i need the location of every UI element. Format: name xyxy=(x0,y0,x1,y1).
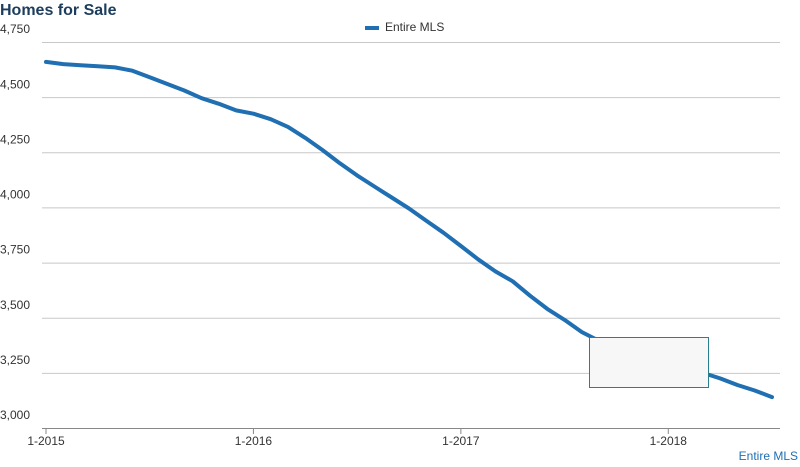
y-tick-label: 4,000 xyxy=(0,188,30,202)
y-tick-label: 4,250 xyxy=(0,132,30,146)
tooltip xyxy=(589,337,709,388)
legend-label: Entire MLS xyxy=(385,20,444,34)
x-tick-label: 1-2018 xyxy=(650,434,688,448)
x-tick-label: 1-2016 xyxy=(235,434,273,448)
y-tick-label: 3,000 xyxy=(0,408,30,422)
x-tick-label: 1-2017 xyxy=(442,434,480,448)
plot-area: 3,000 3,250 3,500 3,750 4,000 4,250 4,500 4,750… xyxy=(0,22,780,448)
chart-title: Homes for Sale xyxy=(0,2,117,19)
x-tick-label: 1-2015 xyxy=(27,434,65,448)
y-tick-label: 3,500 xyxy=(0,298,30,312)
y-tick-label: 3,250 xyxy=(0,353,30,367)
y-tick-label: 4,500 xyxy=(0,77,30,91)
footer-link[interactable]: Entire MLS xyxy=(739,449,798,463)
y-tick-label: 4,750 xyxy=(0,22,30,36)
y-tick-label: 3,750 xyxy=(0,243,30,257)
